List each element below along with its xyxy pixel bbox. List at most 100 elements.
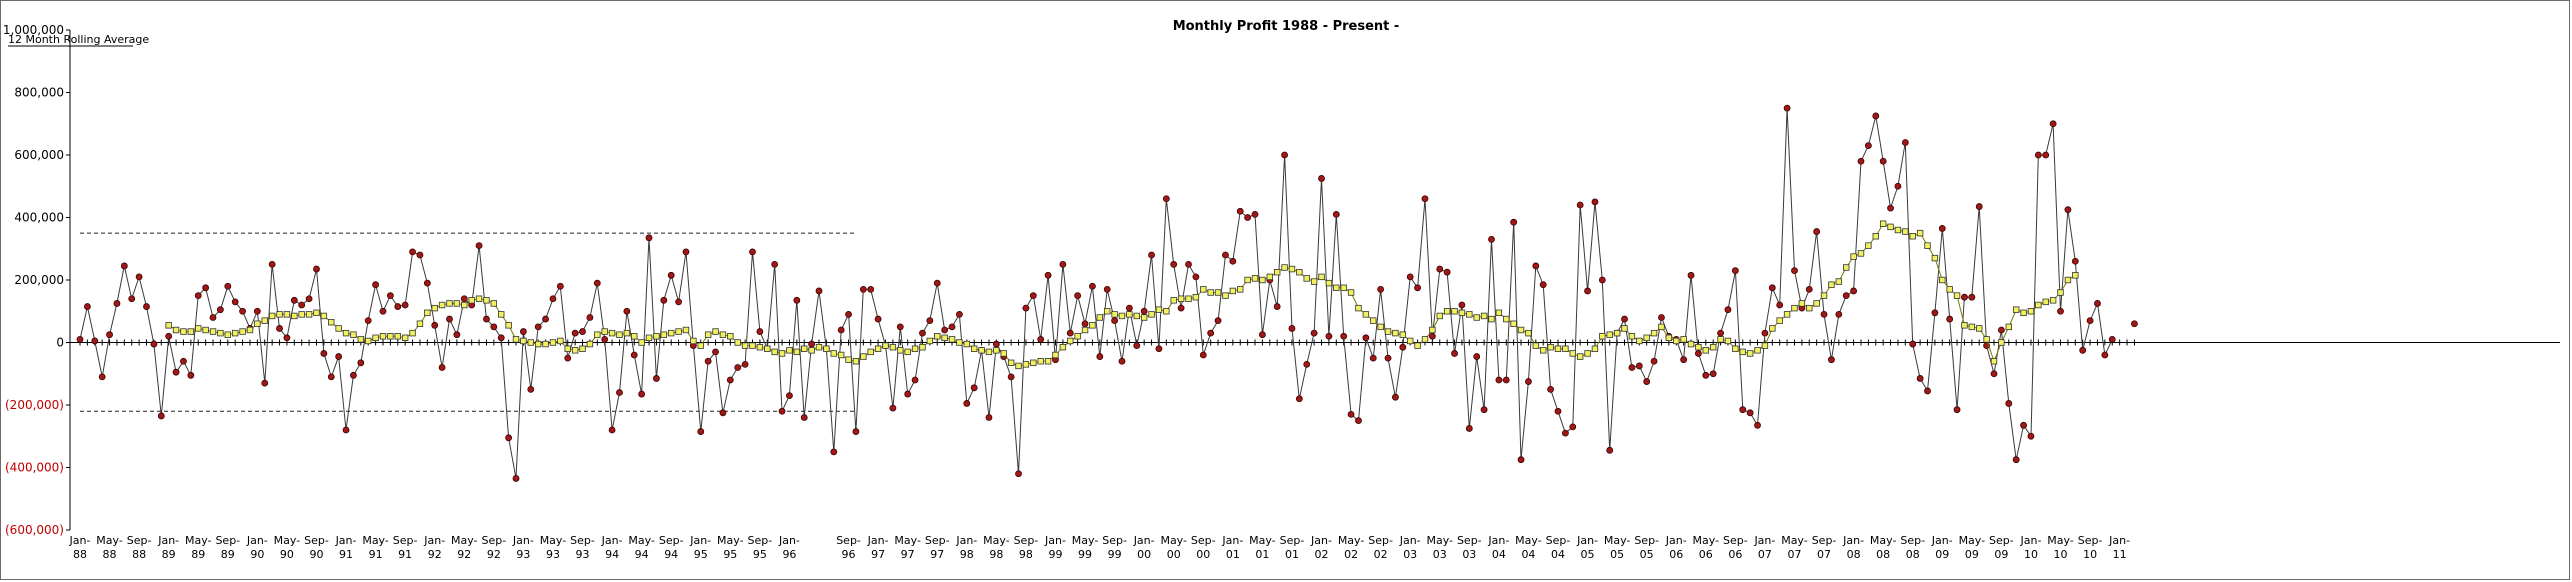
rolling-average-point [1872,233,1879,240]
x-tick-label: 99 [1078,548,1092,561]
x-tick-label: 90 [280,548,294,561]
rolling-average-point [231,329,239,337]
monthly-profit-point [1436,265,1444,273]
x-tick-label: Jan- [2108,534,2130,547]
rolling-average-point [202,326,209,334]
monthly-profit-point [475,242,483,250]
rolling-average-point [993,347,1000,354]
rolling-average-point [387,333,394,340]
monthly-profit-point [2049,120,2057,128]
x-tick-label: 03 [1403,548,1417,561]
monthly-profit-point [394,303,402,310]
rolling-average-point [801,345,808,352]
rolling-average-point [239,328,246,335]
x-tick-label: Jan- [1931,534,1953,547]
monthly-profit-point [98,373,106,381]
monthly-profit-point [734,364,742,371]
monthly-profit-point [283,334,291,342]
x-tick-label: May- [451,534,478,547]
monthly-profit-point [261,379,269,387]
rolling-average-point [372,334,379,342]
rolling-average-point [1355,304,1362,312]
monthly-profit-point [194,292,202,300]
monthly-profit-point [1015,470,1022,478]
rolling-average-point [830,350,837,357]
monthly-profit-point [143,303,150,310]
monthly-profit-point [682,248,690,256]
rolling-average-point [1089,322,1096,329]
monthly-profit-point [342,426,350,434]
y-tick-label: 0 [56,336,64,350]
monthly-profit-point [1554,407,1562,415]
x-tick-label: 06 [1728,548,1742,561]
x-tick-label: Sep- [1014,534,1039,547]
y-tick-label: 200,000 [14,273,64,287]
rolling-average-point [1421,336,1429,343]
monthly-profit-point [2101,351,2109,359]
monthly-profit-point [852,428,860,435]
monthly-profit-point [1658,314,1665,321]
monthly-profit-point [157,412,165,420]
rolling-average-point [1828,281,1835,288]
rolling-average-point [1783,311,1791,318]
x-tick-label: 99 [1048,548,1062,561]
monthly-profit-point [837,326,845,334]
rolling-average-point [756,343,764,351]
monthly-profit-point [483,315,490,323]
rolling-average-point [1007,359,1015,367]
rolling-average-point [978,347,985,354]
monthly-profit-point [401,301,409,309]
rolling-average-point [719,331,727,338]
monthly-profit-point [1318,175,1325,182]
monthly-profit-point [1901,139,1909,146]
reference-lines [80,232,856,412]
rolling-average-point [305,311,313,318]
monthly-profit-point [2064,206,2072,214]
monthly-profit-point [1451,350,1458,357]
monthly-profit-point [845,310,852,318]
monthly-profit-point [490,323,498,331]
x-tick-label: 01 [1255,548,1269,561]
monthly-profit-point [1029,292,1037,300]
x-tick-label: 00 [1137,548,1151,561]
rolling-average-point [1251,275,1259,282]
x-tick-label: May- [96,534,123,547]
x-tick-label: Sep- [1546,534,1571,547]
monthly-profit-point [416,251,424,259]
monthly-profit-point [926,317,934,325]
x-tick-label: Jan- [512,534,534,547]
monthly-profit-point [970,384,978,392]
rolling-average-point [1939,276,1946,284]
monthly-profit-point [446,315,453,323]
rolling-average-point [1658,323,1665,331]
rolling-average-point [261,317,268,324]
rolling-average-point [1192,293,1200,301]
rolling-average-point [764,345,771,352]
monthly-profit-point [645,234,653,242]
rolling-average-point [1340,284,1347,292]
rolling-average-point [313,309,320,317]
x-tick-label: May- [1693,534,1720,547]
monthly-profit-point [719,409,727,417]
monthly-profit-point [1465,425,1473,432]
x-tick-label: Jan- [778,534,800,547]
monthly-profit-point [1695,350,1702,357]
rolling-average-point [542,340,549,348]
x-tick-label: 06 [1699,548,1713,561]
rolling-average-point [1650,329,1658,337]
monthly-profit-point [520,328,527,335]
x-tick-label: 93 [546,548,560,561]
rolling-average-point [623,329,631,337]
x-tick-label: 03 [1433,548,1447,561]
rolling-average-point [1776,317,1783,324]
monthly-profit-point [1946,315,1954,323]
rolling-average-point [645,334,653,342]
legend-label: 12 Month Rolling Average [8,33,149,46]
x-tick-label: May- [1781,534,1808,547]
rolling-average-point [1695,343,1702,351]
rolling-average-point [357,336,365,343]
rolling-average-point [438,301,446,309]
monthly-profit-point [1842,292,1850,300]
monthly-profit-point [239,307,246,315]
